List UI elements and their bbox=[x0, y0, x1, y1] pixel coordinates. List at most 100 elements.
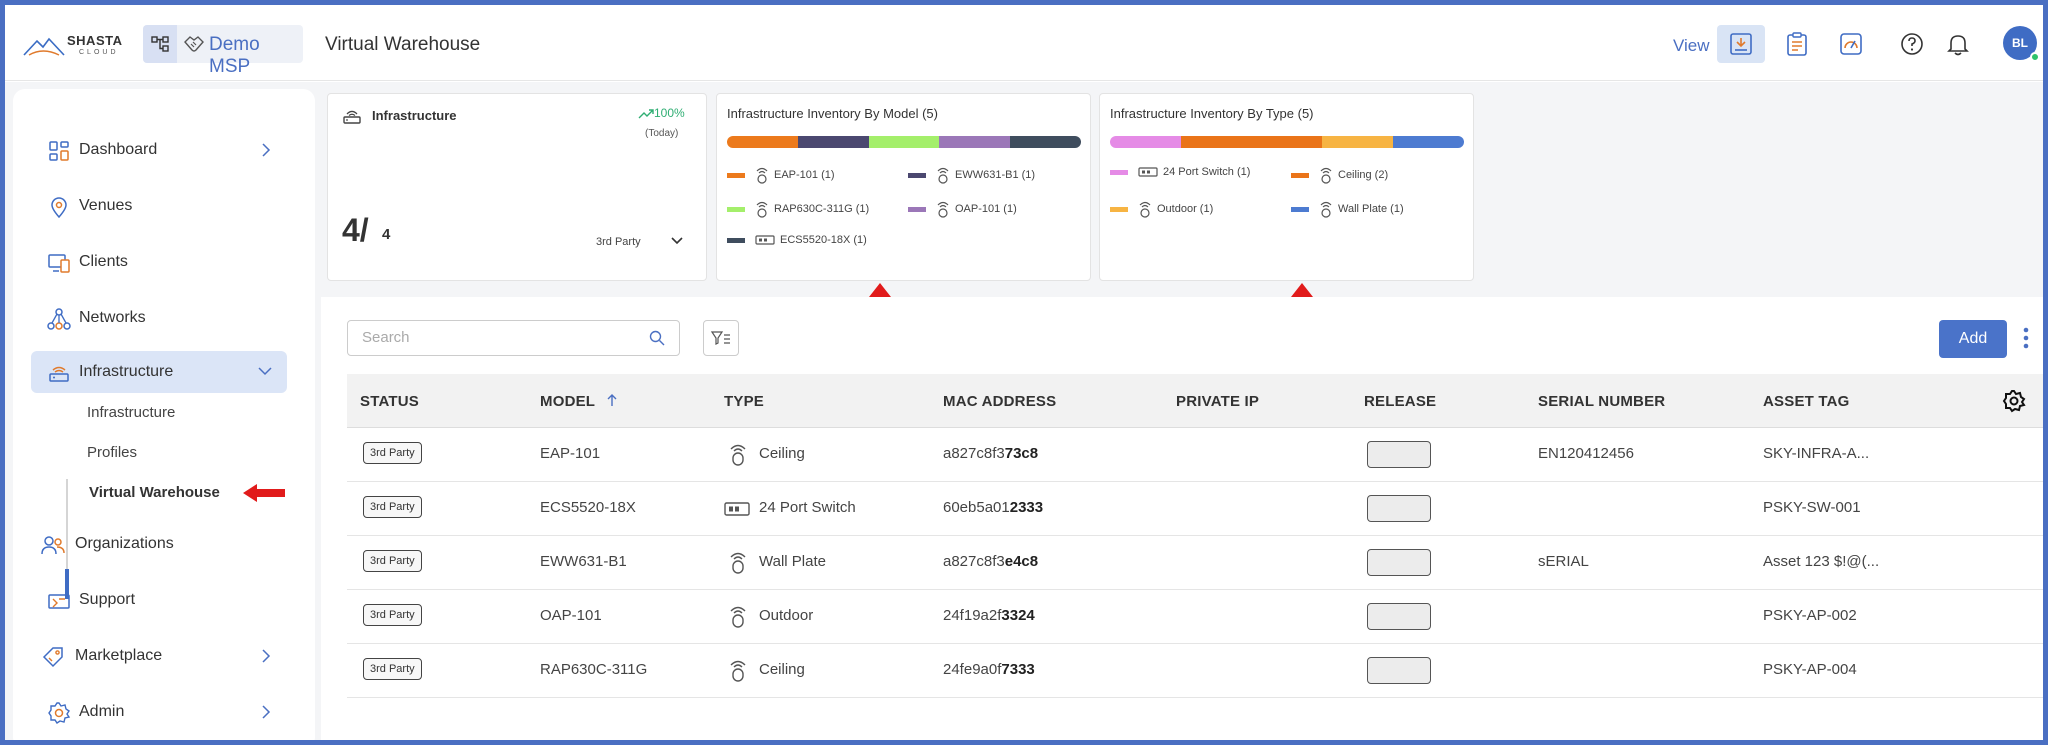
subnav-profiles[interactable]: Profiles bbox=[61, 437, 261, 467]
trend-percentage: 100% bbox=[638, 106, 685, 120]
subnav-virtual-warehouse[interactable]: Virtual Warehouse bbox=[61, 477, 285, 507]
legend-item: RAP630C-311G (1) bbox=[727, 200, 869, 218]
legend-label: Ceiling (2) bbox=[1338, 169, 1389, 181]
asset-tag-cell: Asset 123 $!@(... bbox=[1763, 553, 1880, 570]
ap-icon bbox=[937, 201, 949, 218]
view-gauge-button[interactable] bbox=[1827, 25, 1875, 63]
sidebar-item-admin[interactable]: Admin bbox=[31, 691, 287, 733]
sidebar-item-dashboard[interactable]: Dashboard bbox=[31, 129, 287, 171]
dashboard-icon bbox=[49, 141, 69, 161]
subnav-infrastructure[interactable]: Infrastructure bbox=[61, 397, 261, 427]
admin-gear-icon bbox=[48, 702, 71, 724]
column-header-asset-tag[interactable]: ASSET TAG bbox=[1763, 393, 1850, 410]
legend-swatch bbox=[727, 206, 745, 212]
search-box[interactable] bbox=[347, 320, 680, 356]
submenu-line bbox=[66, 479, 68, 599]
column-header-mac-address[interactable]: MAC ADDRESS bbox=[943, 393, 1057, 410]
table-row[interactable]: 3rd Party ECS5520-18X 24 Port Switch 60eb5a… bbox=[347, 482, 2043, 536]
sidebar-item-networks[interactable]: Networks bbox=[31, 297, 287, 339]
asset-tag-cell: PSKY-AP-002 bbox=[1763, 607, 1857, 624]
org-switcher[interactable]: Demo MSP bbox=[143, 25, 303, 77]
legend-swatch bbox=[727, 237, 745, 243]
more-options-icon[interactable] bbox=[2023, 327, 2029, 349]
bar-segment bbox=[939, 136, 1011, 148]
hierarchy-icon[interactable] bbox=[143, 25, 177, 63]
column-header-status[interactable]: STATUS bbox=[360, 393, 419, 410]
table-row[interactable]: 3rd Party EAP-101 Ceiling a827c8f373c8 EN120… bbox=[347, 428, 2043, 482]
type-cell: Outdoor bbox=[759, 607, 814, 624]
shasta-cloud-logo[interactable]: SHASTA CLOUD bbox=[23, 29, 127, 65]
bar-segment bbox=[1322, 136, 1394, 148]
sidebar-item-organizations[interactable]: Organizations bbox=[31, 523, 287, 565]
networks-icon bbox=[47, 308, 71, 330]
view-download-button[interactable] bbox=[1717, 25, 1765, 63]
asset-tag-cell: SKY-INFRA-A... bbox=[1763, 445, 1870, 462]
serial-number-cell: sERIAL bbox=[1538, 553, 1589, 570]
switch-icon bbox=[755, 235, 775, 245]
legend-label: Outdoor (1) bbox=[1157, 203, 1214, 215]
sidebar-item-infrastructure[interactable]: Infrastructure bbox=[31, 351, 287, 393]
switch-icon bbox=[724, 502, 750, 521]
card-title: Infrastructure Inventory By Model (5) bbox=[727, 106, 938, 121]
sidebar-item-venues[interactable]: Venues bbox=[31, 185, 287, 227]
mac-suffix: 3324 bbox=[1001, 607, 1035, 624]
view-checklist-button[interactable] bbox=[1773, 25, 1821, 63]
sidebar-item-clients[interactable]: Clients bbox=[31, 241, 287, 283]
table-row[interactable]: 3rd Party RAP630C-311G Ceiling 24fe9a0f7333… bbox=[347, 644, 2043, 698]
notification-bell-icon[interactable] bbox=[1947, 32, 1969, 56]
type-cell: Wall Plate bbox=[759, 553, 826, 570]
bar-segment bbox=[797, 136, 869, 148]
subnav-label: Profiles bbox=[87, 443, 138, 461]
column-header-serial-number[interactable]: SERIAL NUMBER bbox=[1538, 393, 1666, 410]
help-icon[interactable] bbox=[1900, 32, 1924, 56]
serial-number-cell: EN120412456 bbox=[1538, 445, 1634, 462]
legend-label: RAP630C-311G (1) bbox=[774, 203, 870, 215]
release-button[interactable] bbox=[1367, 657, 1431, 684]
trend-value: 100% bbox=[654, 106, 685, 120]
legend-swatch bbox=[1110, 206, 1128, 212]
checklist-icon bbox=[1787, 32, 1807, 56]
ap-icon bbox=[1139, 201, 1151, 218]
chevron-down-icon[interactable] bbox=[670, 235, 684, 247]
infrastructure-icon bbox=[49, 366, 69, 382]
column-header-model[interactable]: MODEL bbox=[540, 393, 619, 410]
sidebar-item-marketplace[interactable]: Marketplace bbox=[31, 635, 287, 677]
column-header-type[interactable]: TYPE bbox=[724, 393, 764, 410]
mac-address-cell: a827c8f3e4c8 bbox=[943, 553, 1038, 570]
column-header-private-ip[interactable]: PRIVATE IP bbox=[1176, 393, 1260, 410]
release-button[interactable] bbox=[1367, 549, 1431, 576]
clients-icon bbox=[48, 254, 70, 273]
table-panel bbox=[321, 297, 2043, 740]
submenu-active-indicator bbox=[65, 569, 69, 599]
location-pin-icon bbox=[51, 197, 67, 219]
legend-swatch bbox=[727, 172, 745, 178]
mac-address-cell: 60eb5a012333 bbox=[943, 499, 1043, 516]
card-title: Infrastructure bbox=[372, 108, 457, 123]
status-badge: 3rd Party bbox=[363, 604, 422, 626]
column-header-release[interactable]: RELEASE bbox=[1364, 393, 1437, 410]
model-cell: EAP-101 bbox=[540, 445, 601, 462]
release-button[interactable] bbox=[1367, 495, 1431, 522]
add-button[interactable]: Add bbox=[1939, 320, 2007, 358]
avatar-initials: BL bbox=[2012, 36, 2028, 50]
bar-segment bbox=[1010, 136, 1081, 148]
model-stacked-bar bbox=[727, 136, 1081, 148]
ap-icon bbox=[728, 550, 748, 579]
table-row[interactable]: 3rd Party EWW631-B1 Wall Plate a827c8f3e4c8… bbox=[347, 536, 2043, 590]
search-icon[interactable] bbox=[649, 330, 665, 346]
chevron-right-icon bbox=[262, 143, 271, 157]
column-settings-gear-icon[interactable] bbox=[2002, 389, 2026, 413]
filter-button[interactable] bbox=[703, 320, 739, 356]
search-input[interactable] bbox=[362, 329, 642, 346]
release-button[interactable] bbox=[1367, 441, 1431, 468]
release-button[interactable] bbox=[1367, 603, 1431, 630]
mac-prefix: 60eb5a01 bbox=[943, 499, 1010, 516]
asset-tag-cell: PSKY-SW-001 bbox=[1763, 499, 1861, 516]
table-row[interactable]: 3rd Party OAP-101 Outdoor 24f19a2f3324 PSKY-… bbox=[347, 590, 2043, 644]
infrastructure-total: 4 bbox=[382, 226, 391, 243]
download-report-icon bbox=[1730, 33, 1752, 55]
user-avatar[interactable]: BL bbox=[2003, 26, 2040, 62]
gauge-icon bbox=[1840, 33, 1862, 55]
sidebar-item-support[interactable]: Support bbox=[31, 579, 287, 621]
top-header: SHASTA CLOUD Demo MSP Virtual Warehouse … bbox=[5, 5, 2043, 81]
